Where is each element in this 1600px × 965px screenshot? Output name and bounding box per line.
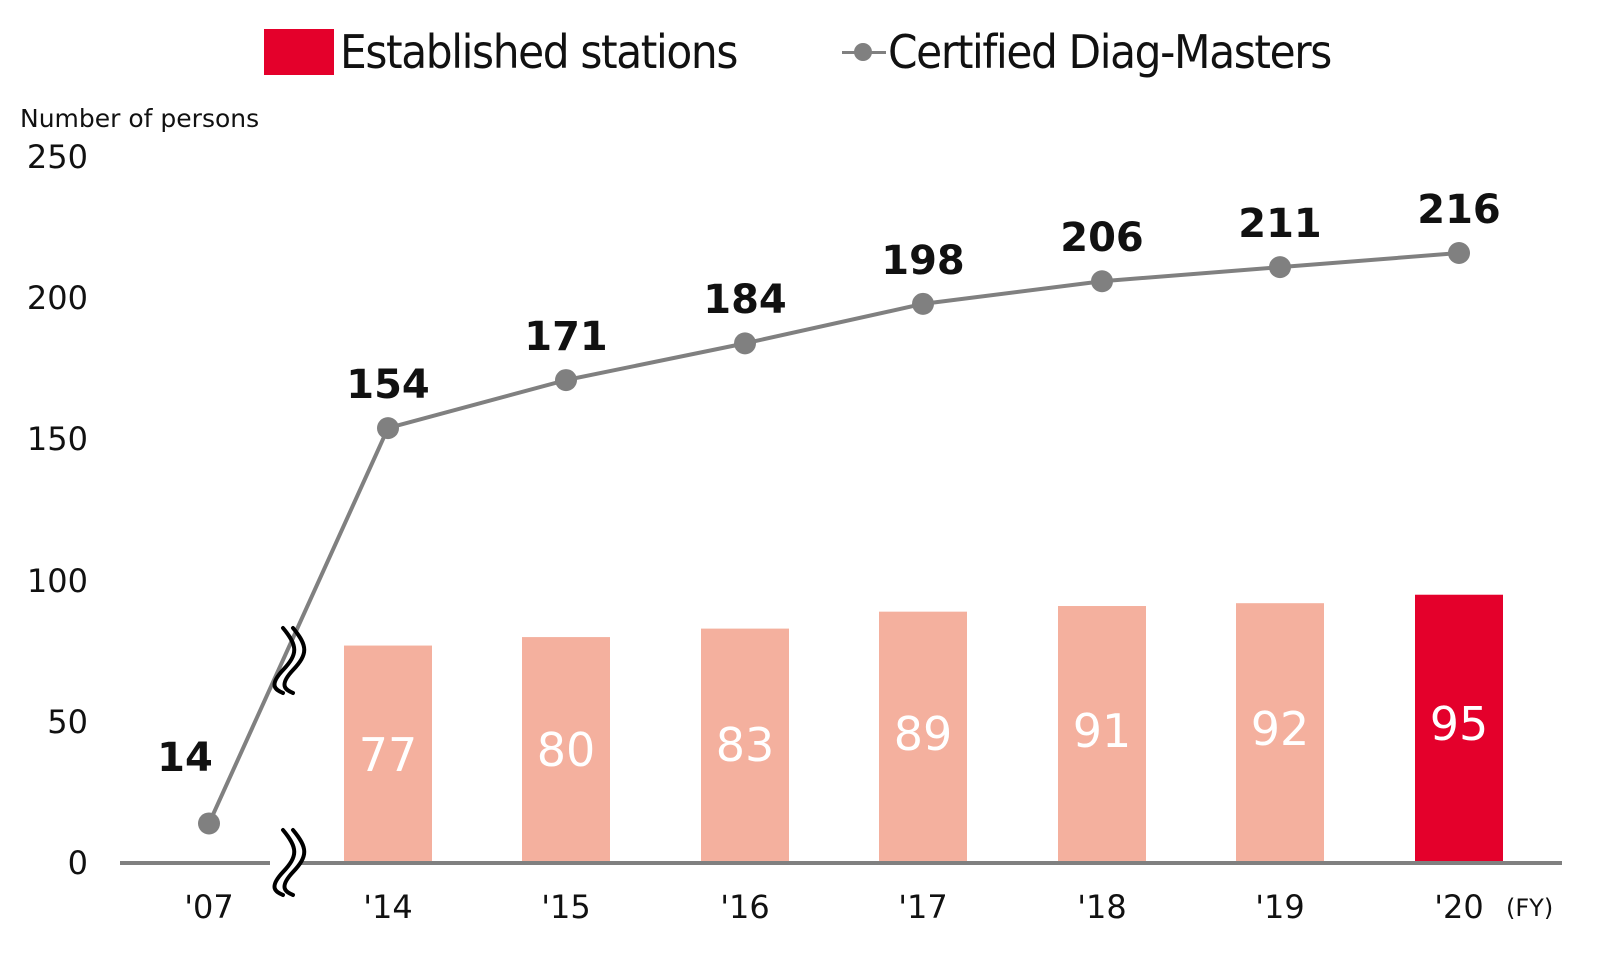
bar [701, 628, 789, 863]
x-axis-unit: (FY) [1506, 894, 1554, 922]
legend-item-established-stations: Established stations [264, 25, 772, 79]
point-value-label: 198 [881, 237, 965, 284]
x-axis-break-icon [270, 828, 307, 897]
bar [522, 637, 610, 863]
line-marker [1448, 242, 1470, 265]
point-value-label: 184 [703, 277, 787, 324]
point-value-label: 216 [1417, 187, 1501, 234]
bar [879, 611, 967, 863]
y-tick-0: 0 [67, 844, 88, 882]
y-tick-200: 200 [26, 279, 88, 317]
legend-item-certified-diag-masters: Certified Diag-Masters [841, 25, 1370, 79]
x-tick-label: '14 [363, 888, 413, 926]
x-tick-label: '07 [184, 888, 234, 926]
y-tick-250: 250 [26, 138, 88, 176]
point-value-label: 14 [157, 735, 213, 782]
line-marker [1091, 270, 1113, 293]
legend: Established stations Certified Diag-Mast… [264, 22, 1439, 82]
line-marker [377, 417, 399, 440]
x-tick-label: '16 [720, 888, 770, 926]
x-tick-label: '20 [1434, 888, 1484, 926]
line-marker [1269, 256, 1291, 279]
bars-series-established-stations [344, 594, 1503, 863]
line-marker [198, 812, 220, 835]
line-marker [555, 369, 577, 392]
bar [1415, 594, 1503, 863]
line-marker [912, 292, 934, 315]
point-value-label: 154 [346, 362, 430, 409]
bar-value-label: 89 [893, 707, 953, 762]
bar [1236, 603, 1324, 863]
y-tick-150: 150 [26, 420, 88, 458]
bar-value-label: 91 [1072, 703, 1132, 758]
point-value-label: 171 [524, 314, 608, 361]
bar-value-label: 95 [1429, 696, 1489, 751]
y-tick-100: 100 [26, 562, 88, 600]
line-marker-swatch-icon [841, 42, 886, 62]
line-path [207, 251, 1460, 825]
y-axis-title: Number of persons [20, 104, 260, 133]
bar-value-label: 92 [1250, 701, 1310, 756]
legend-label: Certified Diag-Masters [887, 25, 1332, 79]
point-value-label: 211 [1238, 201, 1322, 248]
line-marker [734, 332, 756, 355]
x-tick-label: '15 [541, 888, 591, 926]
axis-break-icon [272, 626, 307, 695]
x-tick-label: '19 [1255, 888, 1305, 926]
bar [344, 645, 432, 863]
bar-swatch-icon [264, 29, 334, 75]
bar-value-label: 80 [536, 722, 596, 777]
x-tick-label: '17 [898, 888, 948, 926]
point-value-label: 206 [1060, 215, 1144, 262]
bar-value-label: 77 [358, 728, 418, 783]
bar [1058, 606, 1146, 863]
bar-value-label: 83 [715, 717, 775, 772]
y-tick-50: 50 [47, 703, 88, 741]
line-series-certified-diag-masters [198, 242, 1470, 835]
x-tick-label: '18 [1077, 888, 1127, 926]
legend-label: Established stations [340, 25, 738, 79]
